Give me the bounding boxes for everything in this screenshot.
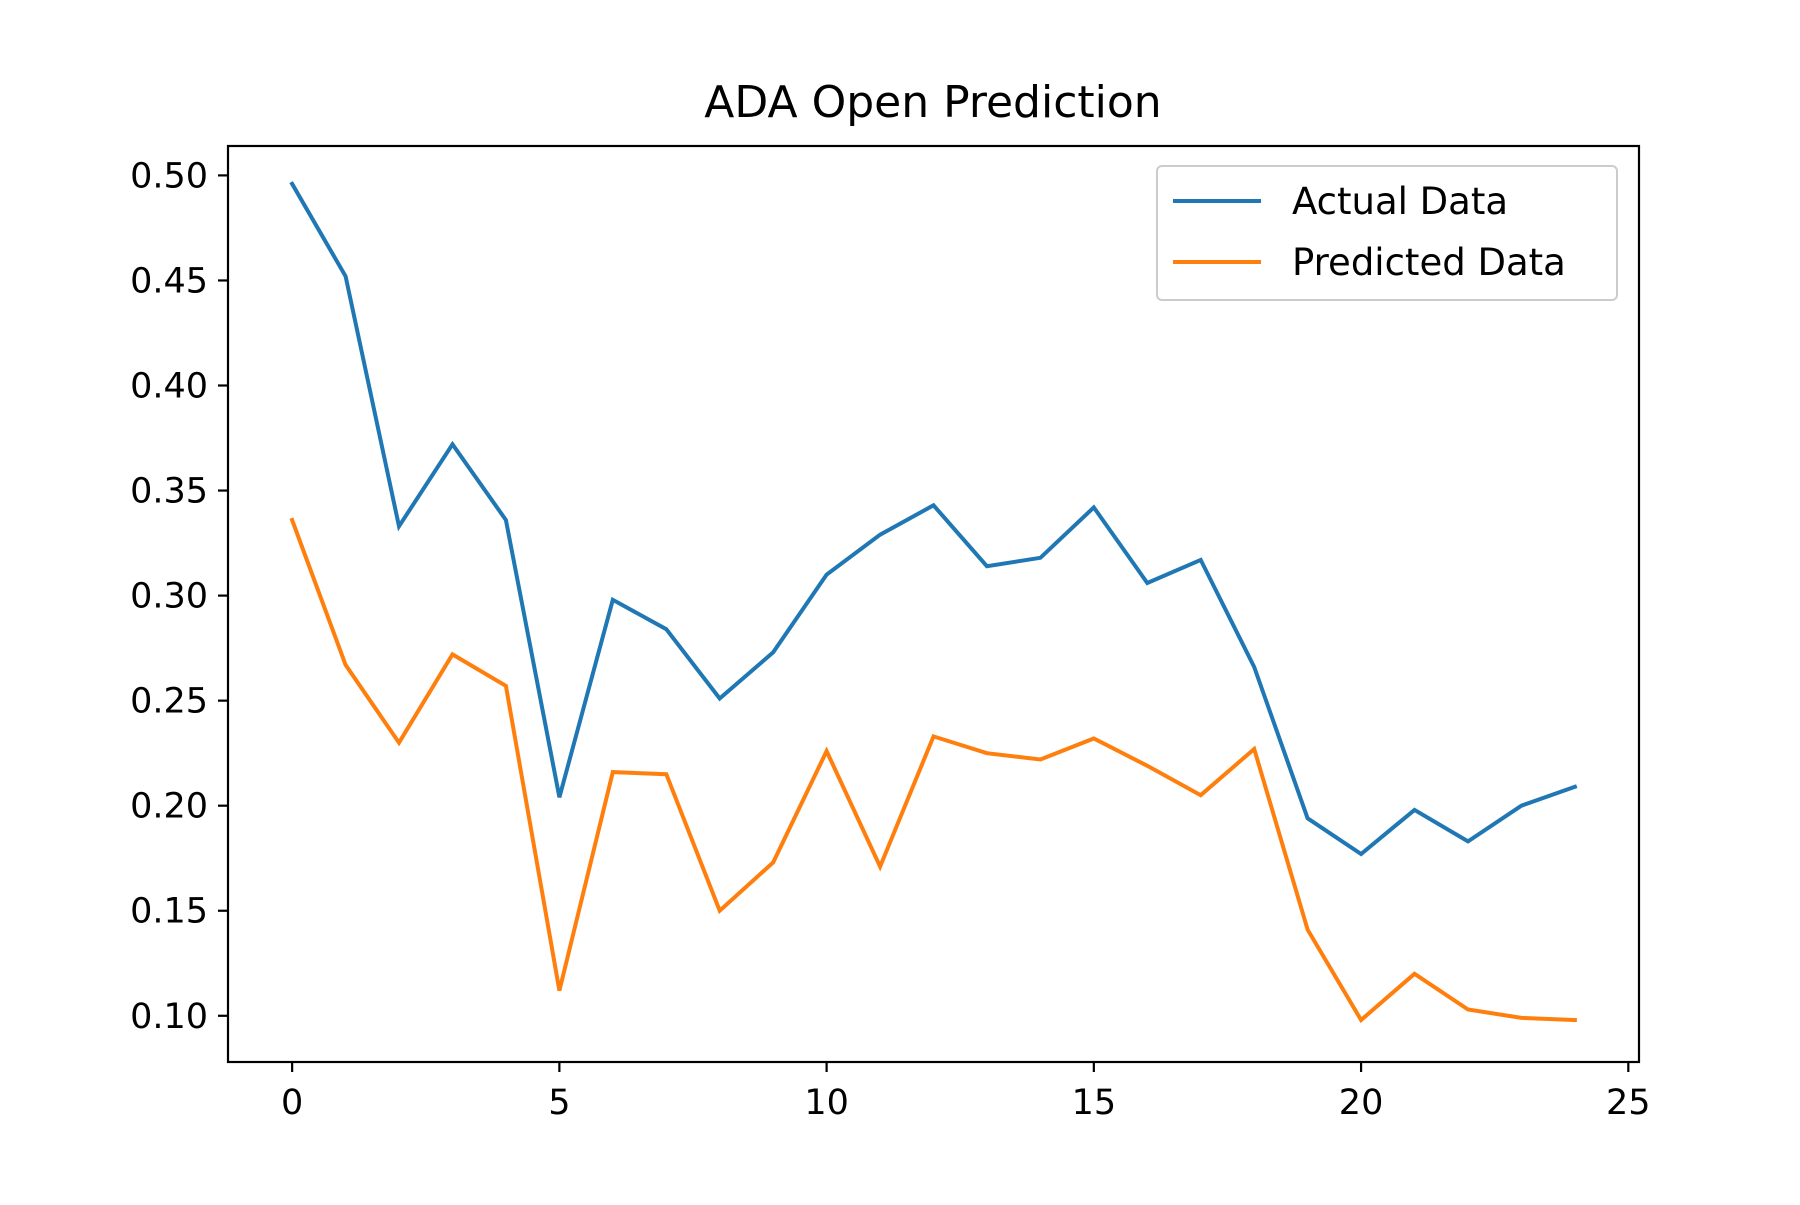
y-tick-label: 0.15 [130, 892, 208, 932]
x-tick-label: 25 [1606, 1083, 1651, 1123]
y-tick-label: 0.10 [130, 997, 208, 1037]
plot-frame [226, 144, 1641, 1064]
x-tick-label: 10 [804, 1083, 849, 1123]
series-layer [289, 181, 1578, 1024]
x-axis: 0 5 10 15 20 25 [281, 1062, 1651, 1123]
series-line-predicted-data [289, 517, 1577, 1024]
y-axis: 0.10 0.15 0.20 0.25 0.30 0.35 0.40 0.45 0.50 [130, 156, 228, 1037]
x-tick-label: 15 [1072, 1083, 1117, 1123]
y-tick-label: 0.30 [130, 577, 208, 617]
legend-label: Predicted Data [1292, 241, 1566, 284]
legend: Actual Data Predicted Data [1156, 165, 1618, 301]
legend-label: Actual Data [1292, 180, 1508, 223]
chart-title: ADA Open Prediction [704, 77, 1161, 128]
x-tick-label: 20 [1339, 1083, 1384, 1123]
x-tick-label: 5 [548, 1083, 570, 1123]
y-tick-label: 0.25 [130, 682, 208, 722]
y-tick-label: 0.35 [130, 472, 208, 512]
y-tick-label: 0.45 [130, 261, 208, 301]
series-line-actual-data [289, 181, 1578, 857]
y-tick-label: 0.40 [130, 367, 208, 407]
y-tick-label: 0.20 [130, 787, 208, 827]
legend-box [1156, 165, 1618, 301]
y-tick-label: 0.50 [130, 156, 208, 196]
x-tick-label: 0 [281, 1083, 303, 1123]
